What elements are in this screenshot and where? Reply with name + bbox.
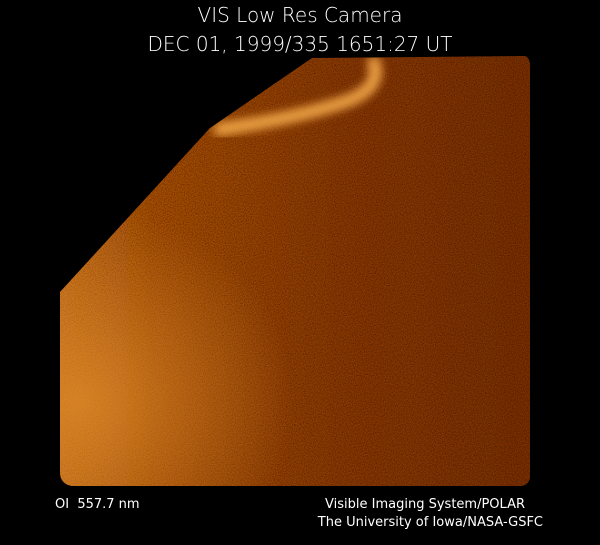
institution: The University of Iowa/NASA-GSFC bbox=[317, 515, 543, 530]
aurora-image bbox=[60, 56, 531, 486]
wavelength: OI 557.7 nm bbox=[55, 497, 140, 512]
instrument: Visible Imaging System/POLAR bbox=[325, 497, 525, 512]
timestamp: DEC 01, 1999/335 1651:27 UT bbox=[148, 32, 453, 56]
title: VIS Low Res Camera bbox=[198, 3, 403, 27]
